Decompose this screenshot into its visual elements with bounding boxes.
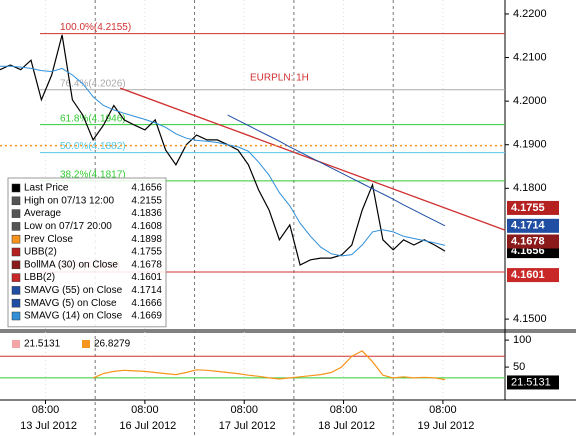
legend-swatch: [11, 222, 21, 231]
y-tick-label: 4.1900: [513, 139, 547, 151]
x-tick-label: 08:00: [32, 404, 60, 416]
series-line: [0, 65, 446, 257]
x-date-label: 13 Jul 2012: [20, 420, 77, 432]
value-tag: [507, 234, 559, 249]
x-tick-label: 08:00: [330, 404, 358, 416]
series-line: [0, 34, 446, 266]
legend-value: 4.1836: [131, 208, 162, 219]
legend-label: SMAVG (55) on Close: [24, 285, 123, 296]
value-tag-label: 21.5131: [511, 376, 551, 388]
legend-label: BollMA (30) on Close: [24, 259, 118, 270]
legend-swatch: [11, 209, 21, 218]
legend-value: 4.1608: [131, 221, 162, 232]
legend-value: 4.1601: [131, 272, 162, 283]
legend-swatch: [82, 340, 90, 348]
y-tick-label: 4.1800: [513, 182, 547, 194]
legend-swatch: [11, 286, 21, 295]
y-tick-label: 100: [513, 334, 531, 346]
legend-value: 4.1656: [131, 183, 162, 194]
legend-value: 4.1666: [131, 298, 162, 309]
y-tick-label: 4.2000: [513, 95, 547, 107]
legend-box: [7, 177, 167, 328]
legend-label: Average: [24, 208, 62, 219]
indicator-line: [92, 350, 446, 381]
level-label: 61.8%(4.1946): [60, 113, 126, 124]
legend-swatch: [11, 196, 21, 206]
x-date-label: 19 Jul 2012: [417, 420, 474, 432]
legend-value: 4.2155: [131, 195, 162, 206]
value-tag: [507, 375, 559, 390]
chart-annotation: EURPLN: 1H: [250, 73, 309, 84]
value-tag-label: 4.1714: [511, 220, 546, 232]
legend-swatch: [11, 311, 21, 321]
legend-label: Low on 07/17 20:00: [24, 221, 112, 232]
trendline: [119, 87, 506, 231]
legend-swatch: [11, 234, 21, 244]
legend-label: High on 07/13 12:00: [24, 195, 115, 206]
legend-swatch: [11, 260, 21, 270]
value-tag-label: 4.1755: [511, 202, 545, 214]
legend-label: Prev Close: [24, 234, 73, 245]
legend-swatch: [11, 298, 21, 308]
level-label: 38.2%(4.1817): [60, 170, 126, 181]
legend-swatch: [11, 247, 21, 257]
legend-label: Last Price: [24, 183, 69, 194]
x-date-label: 18 Jul 2012: [318, 420, 375, 432]
value-tag: [507, 268, 559, 283]
legend-label: SMAVG (14) on Close: [24, 311, 123, 322]
legend-label: UBB(2): [24, 247, 57, 258]
y-tick-label: 4.1500: [513, 313, 547, 325]
legend-label: SMAVG (5) on Close: [24, 298, 117, 309]
value-tag: [507, 218, 559, 233]
y-tick-label: 50: [513, 361, 525, 373]
legend-swatch: [12, 340, 20, 348]
series-line: [227, 114, 446, 227]
level-label: 50.0%(4.1882): [60, 141, 126, 152]
level-label: 100.0%(4.2155): [60, 22, 131, 33]
y-tick-label: 4.2200: [513, 8, 547, 20]
x-date-label: 16 Jul 2012: [119, 420, 176, 432]
legend-value: 26.8279: [94, 339, 131, 350]
legend-value: 4.1755: [131, 247, 162, 258]
legend-label: LBB(2): [24, 272, 55, 283]
value-tag: [507, 200, 559, 215]
x-tick-label: 08:00: [131, 404, 159, 416]
legend-swatch: [11, 183, 21, 193]
legend-swatch: [11, 273, 21, 282]
y-tick-label: 4.2100: [513, 51, 547, 63]
level-label: 76.4%(4.2026): [60, 78, 126, 89]
value-tag-label: 4.1601: [511, 269, 545, 281]
x-tick-label: 08:00: [429, 404, 457, 416]
x-tick-label: 08:00: [230, 404, 258, 416]
legend-value: 21.5131: [24, 339, 61, 350]
legend-value: 4.1714: [131, 285, 162, 296]
legend-value: 4.1669: [131, 311, 162, 322]
legend-value: 4.1678: [131, 259, 162, 270]
x-date-label: 17 Jul 2012: [219, 420, 276, 432]
value-tag-label: 4.1678: [511, 235, 545, 247]
legend-value: 4.1898: [131, 234, 162, 245]
